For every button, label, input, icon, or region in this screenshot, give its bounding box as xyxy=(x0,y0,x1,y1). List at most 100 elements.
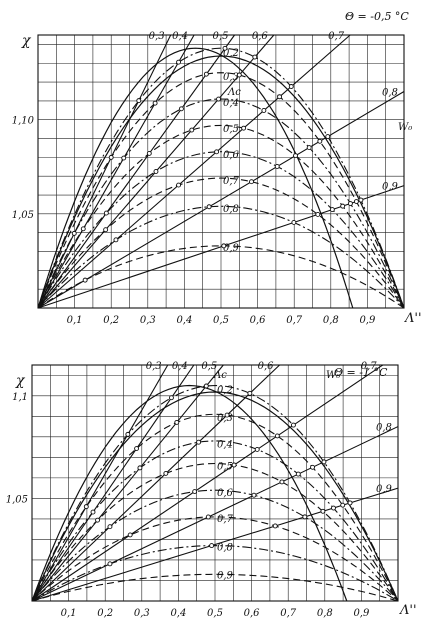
x-tick-label: 0,1 xyxy=(67,315,83,326)
intersection-point xyxy=(107,524,113,530)
x-tick-label: 0,3 xyxy=(134,608,150,619)
x-tick-label: 0,1 xyxy=(61,608,77,619)
intersection-point xyxy=(236,72,242,78)
intersection-point xyxy=(274,433,280,439)
ray-w0 xyxy=(31,364,195,602)
curve-label: 0,6 xyxy=(223,150,240,161)
intersection-point xyxy=(320,508,326,514)
intersection-point xyxy=(196,439,202,445)
ray-label-w: W₀ xyxy=(398,122,412,133)
intersection-point xyxy=(290,422,296,428)
ray-w0 xyxy=(37,34,172,309)
intersection-point xyxy=(205,514,211,520)
chart-title: Θ = -0,5 °C xyxy=(345,10,409,23)
y-axis-label: χ xyxy=(15,373,26,389)
curve-lambda-prime xyxy=(37,177,405,309)
curve-label: 0,3 xyxy=(217,413,233,424)
curve-lambda-prime xyxy=(37,245,405,309)
x-tick-label: 0,2 xyxy=(97,608,113,619)
ray-w0 xyxy=(37,34,351,309)
ray-label: 0,7 xyxy=(328,31,345,42)
intersection-point xyxy=(231,462,237,468)
intersection-point xyxy=(331,505,336,511)
curve-label: 0,2 xyxy=(217,385,233,396)
envelope-curve xyxy=(37,55,405,309)
intersection-point xyxy=(302,514,308,520)
curve-label: 0,3 xyxy=(223,72,239,83)
curve-label: 0,6 xyxy=(217,488,234,499)
intersection-point xyxy=(163,470,169,476)
ray-label: 0,8 xyxy=(382,87,398,98)
x-tick-label: 0,9 xyxy=(359,315,376,326)
intersection-point xyxy=(315,211,321,217)
intersection-point xyxy=(291,219,297,225)
grid-bottom xyxy=(32,365,398,601)
intersection-point xyxy=(272,523,278,529)
intersection-point xyxy=(251,492,257,498)
intersection-point xyxy=(277,94,283,100)
intersection-point xyxy=(178,106,184,112)
intersection-point xyxy=(214,149,220,155)
x-tick-label: 0,7 xyxy=(286,315,303,326)
intersection-point xyxy=(340,502,346,508)
intersection-point xyxy=(137,465,143,471)
intersection-point xyxy=(254,447,260,452)
x-tick-label: 0,5 xyxy=(207,608,223,619)
intersection-point xyxy=(206,204,212,210)
ray-label: 0,7 xyxy=(361,361,378,372)
intersection-point xyxy=(203,71,209,77)
intersection-point xyxy=(176,182,182,188)
ray-w0 xyxy=(31,364,169,602)
intersection-point xyxy=(325,134,331,140)
intersection-point xyxy=(353,199,359,204)
intersection-point xyxy=(176,59,182,65)
intersection-point xyxy=(134,446,140,452)
curve-lambda-prime xyxy=(31,545,399,602)
curve-label: 0,5 xyxy=(223,124,239,135)
intersection-point xyxy=(108,154,114,160)
curve-lambda-prime xyxy=(31,573,399,602)
x-tick-label: 0,2 xyxy=(103,315,119,326)
ray-label: 0,3 xyxy=(146,361,162,372)
x-tick-label: 0,6 xyxy=(250,315,267,326)
x-tick-label: 0,4 xyxy=(176,315,192,326)
intersection-point xyxy=(209,543,215,549)
intersection-point xyxy=(152,100,158,106)
intersection-point xyxy=(189,127,195,133)
ray-label-w: W₀ xyxy=(326,370,340,381)
curve-label: 0,7 xyxy=(223,176,240,187)
curve-lambda-prime xyxy=(37,205,405,309)
envelope-curve xyxy=(31,391,399,602)
intersection-point xyxy=(216,96,221,102)
ray-w0 xyxy=(37,91,405,309)
ray-w0 xyxy=(31,364,280,602)
plot-frame-bottom xyxy=(31,364,399,602)
intersection-point xyxy=(221,243,227,249)
intersection-point xyxy=(103,210,109,216)
chart-title: Θ = -1 °C xyxy=(334,366,388,379)
intersection-point xyxy=(174,419,180,425)
envelope-curve xyxy=(31,384,348,602)
x-axis-label: Λ'' xyxy=(399,603,417,618)
curve-label: 0,8 xyxy=(217,542,233,553)
x-tick-label: 0,4 xyxy=(170,608,186,619)
curve-lambda-prime xyxy=(37,151,405,309)
marks-bottom: 0,2 0,3 0,4 0,5 0,6 0,7 0,8 0,9 0,3 0,4 0,5 0,6 0,7 0… xyxy=(31,361,399,602)
curve-label: 0,9 xyxy=(223,243,240,254)
intersection-point xyxy=(306,145,312,151)
marks-top: 0,2 0,3 0,4 0,5 0,6 0,7 0,8 0,9 0,3 0,4 0,5 0,6 0,7 0… xyxy=(37,31,405,309)
intersection-point xyxy=(224,412,230,418)
intersection-point xyxy=(71,230,77,236)
ray-label: 0,4 xyxy=(172,31,188,42)
intersection-point xyxy=(347,201,353,206)
intersection-point xyxy=(125,431,131,437)
ray-w0 xyxy=(37,34,236,309)
intersection-point xyxy=(249,179,254,185)
intersection-point xyxy=(288,84,294,89)
curve-lambda-prime xyxy=(37,72,405,309)
x-tick-label: 0,9 xyxy=(353,608,370,619)
curve-label: 0,4 xyxy=(223,98,239,109)
curve-lambda-prime xyxy=(31,516,399,602)
intersection-point xyxy=(95,517,101,523)
